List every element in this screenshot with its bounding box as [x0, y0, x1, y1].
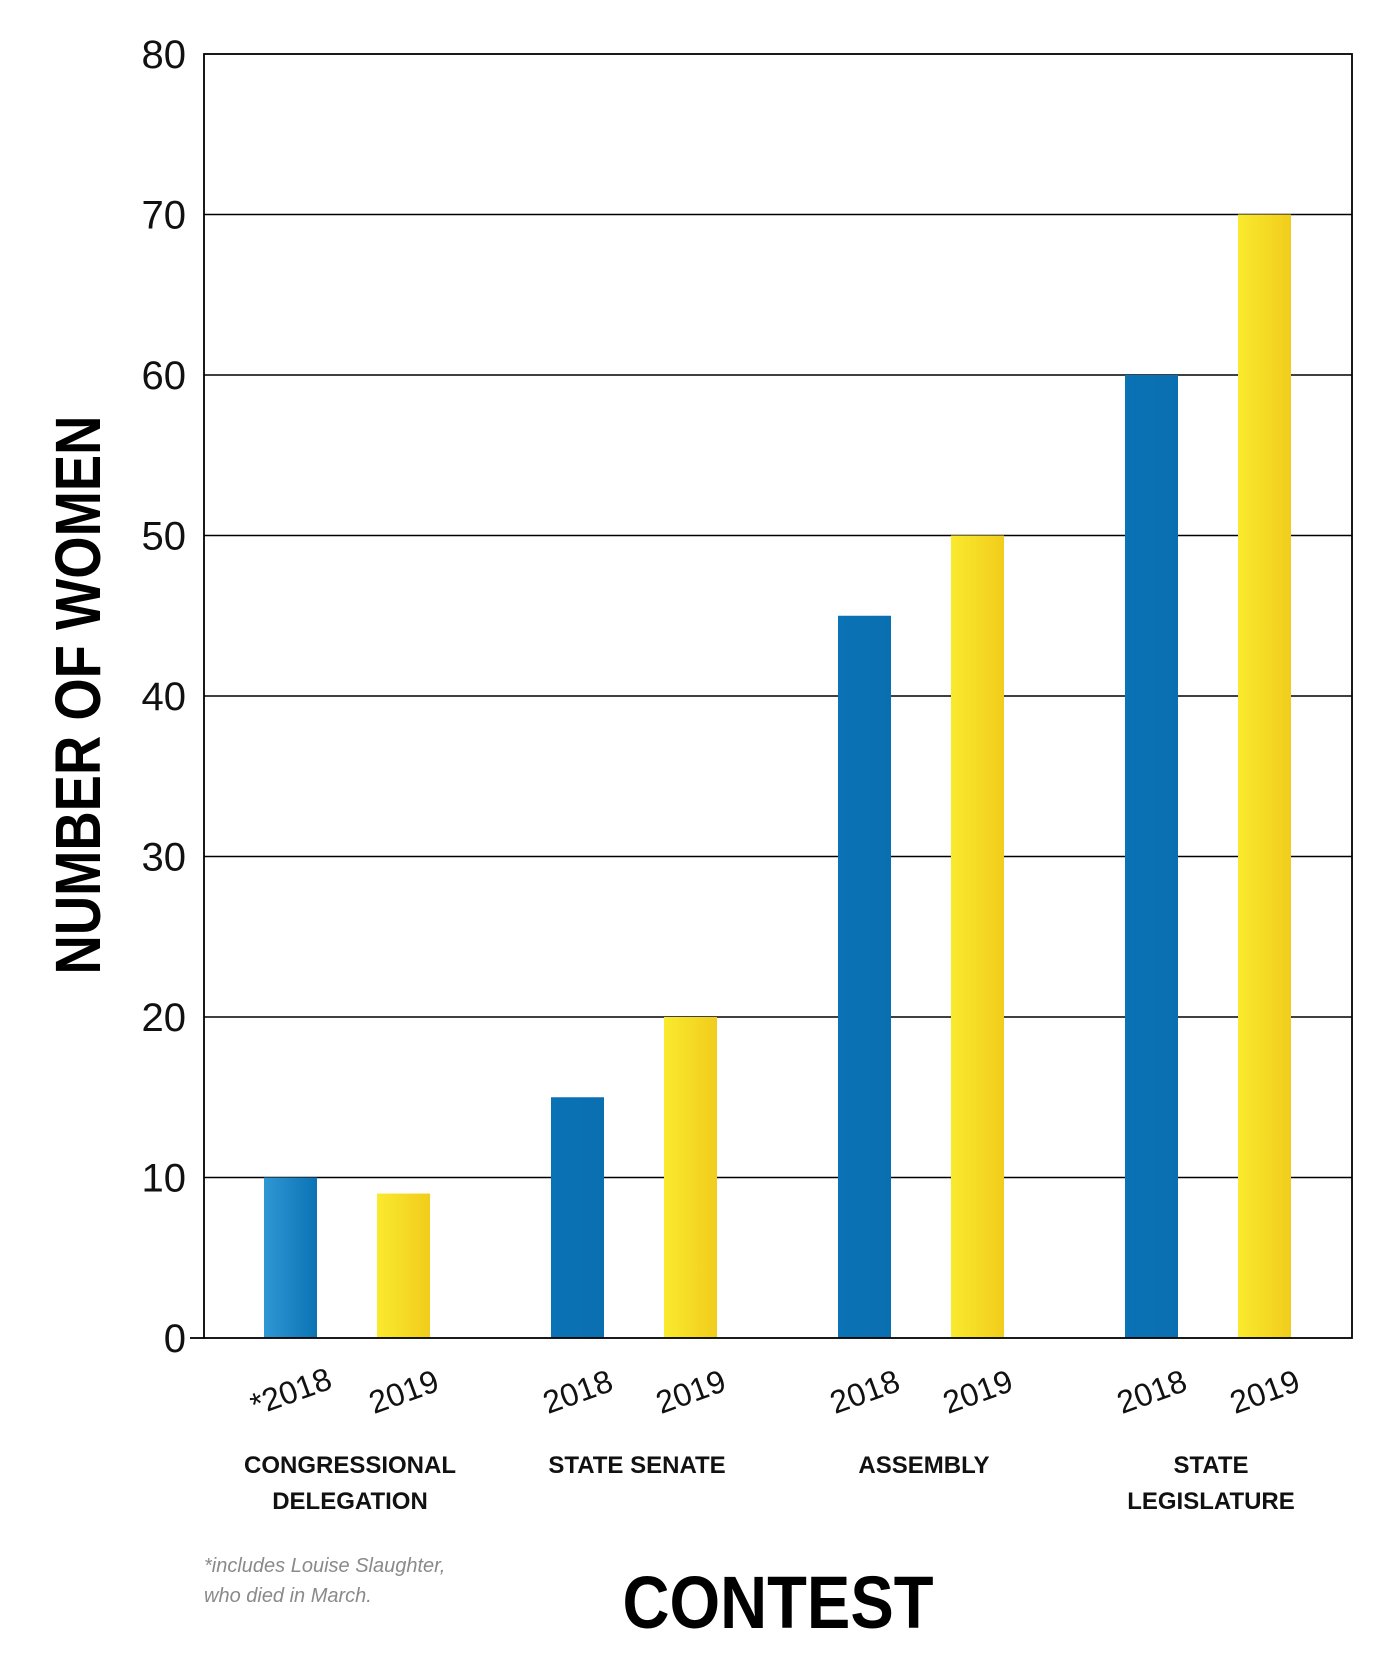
x-tick-label: 2018 [825, 1363, 904, 1421]
y-tick-label: 80 [142, 33, 187, 77]
x-axis-ticks: *2018 2019 2018 2019 2018 2019 2018 2019 [245, 1360, 1304, 1422]
x-tick-label: 2019 [364, 1363, 443, 1421]
x-tick-label: 2018 [1112, 1363, 1191, 1421]
x-tick-label: 2019 [938, 1363, 1017, 1421]
bar [838, 615, 891, 1338]
group-label: STATE [1173, 1452, 1248, 1479]
y-tick-label: 70 [142, 194, 187, 238]
footnote-line: *includes Louise Slaughter, [204, 1555, 445, 1577]
bar [264, 1177, 317, 1338]
bar [377, 1193, 430, 1338]
y-axis-ticks: 0 10 20 30 40 50 60 70 80 [142, 33, 187, 1361]
y-axis-title: NUMBER OF WOMEN [42, 416, 114, 975]
group-label: STATE SENATE [548, 1452, 725, 1479]
x-tick-label: 2018 [538, 1363, 617, 1421]
grid-lines [204, 213, 1352, 1179]
x-tick-label: *2018 [245, 1360, 336, 1422]
bars [264, 214, 1291, 1338]
x-axis-title: CONTEST [622, 1561, 933, 1644]
group-label: ASSEMBLY [858, 1452, 989, 1479]
group-label: LEGISLATURE [1127, 1488, 1295, 1515]
x-tick-label: 2019 [651, 1363, 730, 1421]
plot-frame [190, 53, 1353, 1339]
group-labels: CONGRESSIONAL DELEGATION STATE SENATE ASSEM… [244, 1452, 1295, 1515]
y-tick-label: 60 [142, 354, 187, 398]
footnote: *includes Louise Slaughter, who died in M… [204, 1555, 445, 1607]
y-tick-label: 10 [142, 1157, 187, 1201]
y-tick-label: 40 [142, 675, 187, 719]
bar [1125, 375, 1178, 1338]
x-tick-label: 2019 [1225, 1363, 1304, 1421]
y-tick-label: 0 [164, 1317, 186, 1361]
group-label: CONGRESSIONAL [244, 1452, 456, 1479]
y-tick-label: 20 [142, 996, 187, 1040]
bar [1238, 214, 1291, 1338]
bar [951, 535, 1004, 1338]
y-tick-label: 50 [142, 515, 187, 559]
group-label: DELEGATION [272, 1488, 428, 1515]
plot-border [203, 53, 1353, 1339]
bar [664, 1017, 717, 1338]
bar [551, 1097, 604, 1338]
footnote-line: who died in March. [204, 1585, 372, 1607]
y-tick-label: 30 [142, 836, 187, 880]
